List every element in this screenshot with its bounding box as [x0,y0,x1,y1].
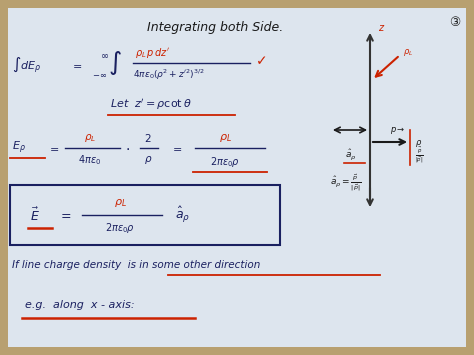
Text: $2$: $2$ [144,132,152,144]
Text: $\int dE_\rho$: $\int dE_\rho$ [12,55,41,75]
Text: $z$: $z$ [378,23,385,33]
Text: $\checkmark$: $\checkmark$ [255,53,266,67]
Text: $2\pi\varepsilon_0\rho$: $2\pi\varepsilon_0\rho$ [210,155,240,169]
Text: $4\pi\varepsilon_0$: $4\pi\varepsilon_0$ [78,153,101,167]
Text: $\rho_L$: $\rho_L$ [403,47,413,58]
Text: If line charge density  is in some other direction: If line charge density is in some other … [12,260,260,270]
Text: $\rho$: $\rho$ [144,154,152,166]
Bar [10,185,280,245]
Bar [0,0,8,355]
Text: $p\rightarrow$: $p\rightarrow$ [390,125,406,136]
Text: $-\infty$: $-\infty$ [92,71,108,80]
Text: e.g.  along  x - axis:: e.g. along x - axis: [25,300,135,310]
Text: $E_\rho$: $E_\rho$ [12,140,26,156]
Text: ③: ③ [449,16,461,28]
Text: $\rho$: $\rho$ [415,138,422,149]
Text: $\frac{\vec{p}}{|\vec{p}|}$: $\frac{\vec{p}}{|\vec{p}|}$ [415,146,424,166]
Bar [0,0,474,8]
Text: $\vec{E}$: $\vec{E}$ [30,206,40,224]
Text: $4\pi\varepsilon_0(\rho^2+z'^2)^{3/2}$: $4\pi\varepsilon_0(\rho^2+z'^2)^{3/2}$ [133,68,205,82]
Bar [466,0,474,355]
Text: $=$: $=$ [58,208,72,222]
Text: $\int$: $\int$ [108,49,122,77]
Text: $\rho_L \, p \, dz'$: $\rho_L \, p \, dz'$ [135,46,170,60]
Text: $\rho_L$: $\rho_L$ [114,197,127,209]
Text: $\hat{a}_\rho = \frac{\vec{p}}{|\vec{p}|}$: $\hat{a}_\rho = \frac{\vec{p}}{|\vec{p}|… [330,172,361,194]
Text: Let  $z' = \rho\cot\theta$: Let $z' = \rho\cot\theta$ [110,98,191,113]
Text: Integrating both Side.: Integrating both Side. [147,22,283,34]
Text: $=$: $=$ [47,143,59,153]
Text: $\cdot$: $\cdot$ [125,141,129,155]
Text: $\hat{a}_\rho$: $\hat{a}_\rho$ [175,205,190,225]
Text: $=$: $=$ [70,60,82,70]
Text: $=$: $=$ [170,143,182,153]
Bar [0,347,474,355]
Text: $\infty$: $\infty$ [100,50,109,60]
Text: $2\pi\varepsilon_0\rho$: $2\pi\varepsilon_0\rho$ [105,221,135,235]
Text: $\hat{a}_\rho$: $\hat{a}_\rho$ [345,148,356,162]
Text: $\rho_L$: $\rho_L$ [219,132,231,144]
Text: $\rho_L$: $\rho_L$ [84,132,96,144]
